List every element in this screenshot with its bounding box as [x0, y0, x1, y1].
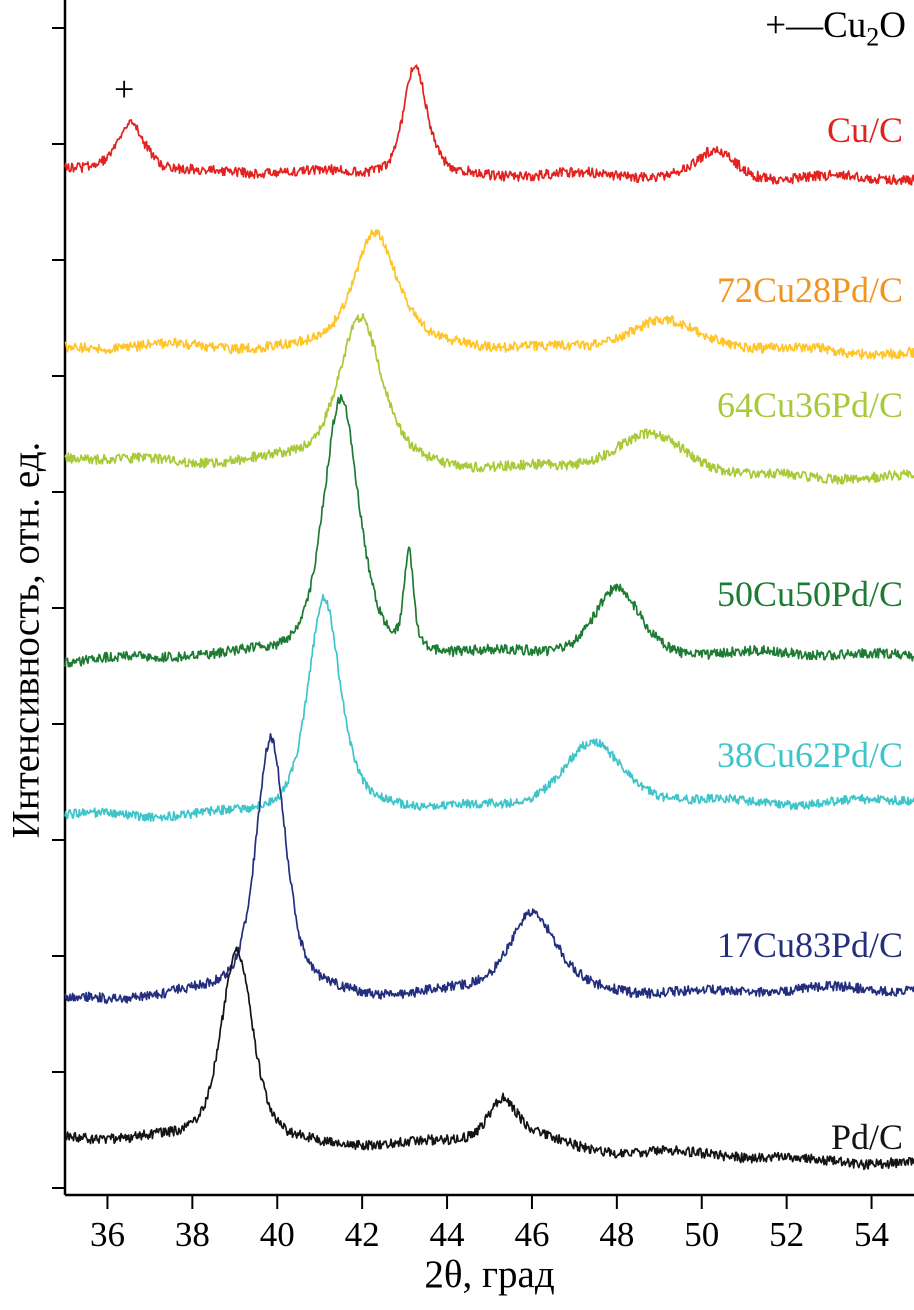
x-tick-label: 38 [175, 1215, 210, 1254]
xrd-trace-5 [64, 733, 914, 1005]
series-label-4: 38Cu62Pd/C [716, 735, 903, 775]
cu2o-peak-marker: + [114, 69, 135, 109]
legend-separator: — [786, 5, 824, 46]
x-tick-label: 48 [599, 1215, 634, 1254]
series-label-6: Pd/C [830, 1117, 903, 1157]
series-label-5: 17Cu83Pd/C [716, 925, 903, 965]
x-tick-label: 46 [514, 1215, 549, 1254]
series-label-1: 72Cu28Pd/C [716, 270, 903, 310]
legend-label-prefix: Cu [823, 5, 867, 46]
legend-plus-marker: + [765, 5, 787, 46]
xrd-trace-0 [64, 64, 914, 186]
x-tick-label: 44 [430, 1215, 465, 1254]
xrd-trace-4 [64, 593, 914, 822]
x-tick-label: 42 [345, 1215, 380, 1254]
x-tick-label: 52 [769, 1215, 804, 1254]
legend: +—Cu2O [765, 4, 906, 52]
legend-label-subscript: 2 [866, 22, 880, 52]
xrd-trace-2 [64, 312, 914, 485]
series-label-3: 50Cu50Pd/C [716, 574, 903, 614]
x-tick-label: 40 [260, 1215, 295, 1254]
y-axis-label: Интенсивность, отн. ед. [4, 441, 48, 839]
x-axis-label: 2θ, град [424, 1253, 555, 1296]
x-tick-label: 36 [90, 1215, 125, 1254]
xrd-trace-3 [64, 394, 914, 668]
x-tick-label: 54 [854, 1215, 889, 1254]
series-label-0: Cu/C [826, 110, 903, 150]
series-label-2: 64Cu36Pd/C [716, 385, 903, 425]
xrd-trace-1 [64, 229, 914, 360]
legend-label-suffix: O [879, 5, 906, 46]
x-tick-label: 50 [684, 1215, 719, 1254]
xrd-trace-6 [64, 946, 914, 1171]
